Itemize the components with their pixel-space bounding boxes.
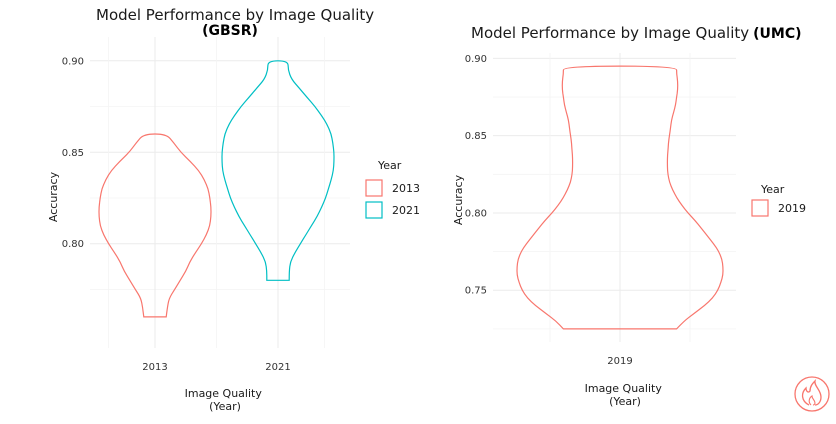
violin-2019: [516, 65, 724, 330]
x-tick-label: 2021: [265, 362, 290, 373]
violin-2021: [221, 60, 335, 281]
logo-ring: [794, 376, 830, 412]
x-tick-label: 2013: [142, 362, 167, 373]
legend-label-2021: 2021: [392, 204, 420, 217]
violin-2013: [98, 133, 212, 318]
y-tick-label: 0.80: [62, 239, 84, 250]
logo-flame-inner: [808, 394, 816, 406]
chart-gbsr-legend-title: Year: [377, 159, 402, 172]
chart-gbsr-y-axis-title: Accuracy: [47, 171, 60, 222]
chart-umc-x-axis-title-line1: Image Quality: [585, 382, 663, 395]
x-tick-label: 2019: [607, 356, 632, 367]
legend-label-2013: 2013: [392, 182, 420, 195]
chart-gbsr-grid: [90, 37, 350, 348]
chart-gbsr: Model Performance by Image Quality (GBSR…: [47, 6, 420, 413]
chart-umc-y-ticks: 0.75 0.80 0.85 0.90: [465, 54, 487, 297]
chart-gbsr-title-bold: (GBSR): [202, 23, 258, 39]
chart-umc-violins: [516, 65, 724, 330]
chart-gbsr-x-axis-title-line2: (Year): [209, 400, 241, 413]
chart-umc-x-ticks: 2019: [607, 356, 632, 367]
chart-umc-legend-title: Year: [760, 183, 785, 196]
y-tick-label: 0.90: [62, 56, 84, 67]
chart-umc-legend: Year 2019: [751, 183, 806, 217]
y-tick-label: 0.80: [465, 208, 487, 219]
chart-umc-title: Model Performance by Image Quality (UMC): [471, 24, 802, 42]
chart-umc-grid: [493, 53, 736, 342]
flame-logo-icon: [794, 376, 830, 412]
chart-gbsr-title: Model Performance by Image Quality: [96, 6, 374, 24]
chart-gbsr-y-ticks: 0.80 0.85 0.90: [62, 56, 84, 250]
chart-gbsr-x-ticks: 2013 2021: [142, 362, 290, 373]
y-tick-label: 0.85: [62, 148, 84, 159]
chart-umc-x-axis-title-line2: (Year): [609, 395, 641, 408]
chart-gbsr-violins: [98, 60, 335, 318]
chart-umc-title-text: Model Performance by Image Quality: [471, 24, 749, 42]
legend-key-2013: [365, 179, 383, 197]
chart-umc-y-axis-title: Accuracy: [452, 174, 465, 225]
chart-umc-title-bold: (UMC): [753, 26, 801, 42]
legend-key-2021: [365, 201, 383, 219]
y-tick-label: 0.75: [465, 286, 487, 297]
legend-label-2019: 2019: [778, 202, 806, 215]
chart-umc: Model Performance by Image Quality (UMC) …: [452, 24, 806, 408]
y-tick-label: 0.85: [465, 131, 487, 142]
chart-gbsr-legend: Year 2013 2021: [365, 159, 420, 219]
chart-gbsr-x-axis-title-line1: Image Quality: [185, 387, 263, 400]
y-tick-label: 0.90: [465, 54, 487, 65]
logo-flame: [801, 379, 822, 406]
chart-umc-x-axis-title: Image Quality (Year): [585, 382, 666, 408]
legend-key-2019: [751, 199, 769, 217]
chart-gbsr-x-axis-title: Image Quality (Year): [185, 387, 266, 413]
